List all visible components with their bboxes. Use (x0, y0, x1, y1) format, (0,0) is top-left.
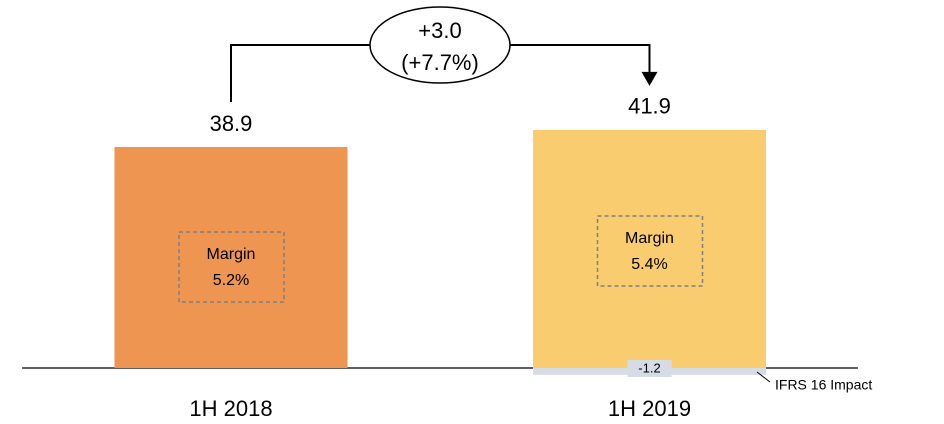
value-label: 38.9 (210, 111, 253, 136)
change-bubble (369, 6, 511, 84)
callout-line (756, 371, 771, 383)
x-tick-label: 1H 2019 (608, 396, 691, 421)
adjustment-label: -1.2 (638, 360, 660, 375)
value-label: 41.9 (628, 94, 671, 119)
margin-value: 5.2% (213, 272, 249, 289)
change-value: +3.0 (418, 18, 461, 43)
margin-box (596, 215, 704, 287)
change-connector (230, 44, 651, 102)
margin-label: Margin (625, 230, 674, 247)
bar (114, 146, 348, 368)
margin-box (178, 231, 285, 303)
arrow-head (641, 71, 658, 86)
change-percent: (+7.7%) (401, 50, 479, 75)
adjustment-name: IFRS 16 Impact (775, 377, 872, 393)
margin-value: 5.4% (631, 256, 667, 273)
margin-label: Margin (207, 246, 256, 263)
adjustment-label-bg (627, 360, 672, 377)
bar (533, 129, 766, 368)
x-tick-label: 1H 2018 (189, 396, 272, 421)
